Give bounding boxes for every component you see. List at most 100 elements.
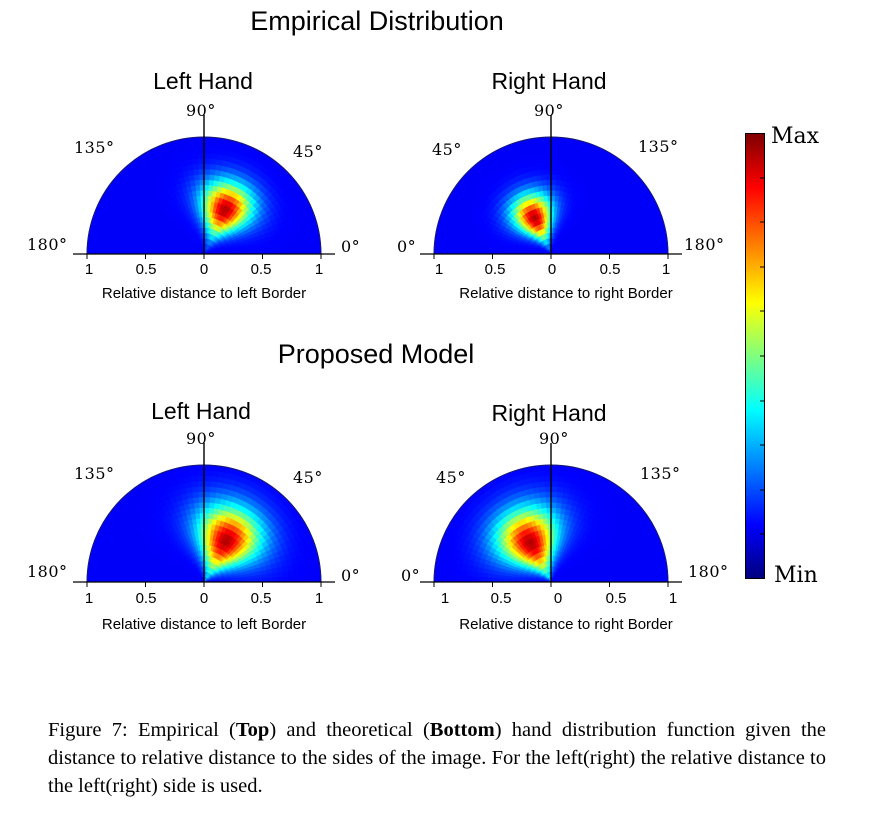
- tick-label: 0.5: [250, 261, 272, 278]
- heatmap-cell: [198, 496, 205, 503]
- caption-text: ) hand distribution function given the d…: [48, 719, 827, 797]
- polar-plot: [73, 115, 335, 259]
- angle-label-180: 180°: [688, 562, 729, 581]
- heatmap-cell: [444, 246, 451, 255]
- heatmap-cell: [299, 247, 306, 255]
- heatmap-cell: [481, 577, 488, 583]
- heatmap-cell: [189, 470, 198, 477]
- heatmap-cell: [92, 567, 99, 576]
- heatmap-cell: [629, 570, 637, 578]
- heatmap-cell: [609, 249, 616, 255]
- heatmap-cell: [262, 249, 269, 255]
- heatmap-cell: [550, 168, 557, 175]
- caption-label: Figure 7:: [48, 719, 128, 741]
- heatmap-cell: [536, 475, 545, 483]
- heatmap-cell: [102, 240, 110, 249]
- heatmap-cell: [107, 247, 115, 255]
- heatmap-cell: [640, 569, 647, 577]
- heatmap-cell: [550, 501, 557, 509]
- heatmap-cell: [298, 568, 306, 577]
- heatmap-cell: [433, 246, 440, 255]
- heatmap-cell: [203, 475, 212, 482]
- heatmap-cell: [556, 163, 564, 170]
- heatmap-cell: [203, 501, 210, 509]
- angle-label-135: 135°: [74, 464, 115, 483]
- caption-text: Empirical (: [127, 719, 236, 741]
- heatmap-cell: [455, 569, 462, 577]
- heatmap-cell: [550, 173, 557, 181]
- heatmap-cell: [203, 491, 211, 498]
- heatmap-cell: [97, 239, 105, 248]
- heatmap-cell: [554, 517, 560, 525]
- heatmap-cell: [550, 179, 557, 186]
- heatmap-cell: [555, 502, 562, 509]
- heatmap-cell: [203, 163, 211, 170]
- heatmap-cell: [207, 512, 214, 520]
- panel-title-model-right: Right Hand: [491, 400, 607, 426]
- x-axis-label: Relative distance to right Border: [459, 616, 673, 633]
- polar-panel-model-right: [417, 428, 687, 633]
- heatmap-cell: [460, 569, 467, 577]
- heatmap-cell: [550, 136, 559, 143]
- heatmap-cell: [650, 567, 658, 576]
- heatmap-cell: [455, 241, 462, 249]
- heatmap-cell: [102, 575, 109, 583]
- heatmap-cell: [645, 240, 653, 249]
- heatmap-cell: [203, 147, 212, 154]
- angle-label-135: 135°: [638, 137, 679, 156]
- heatmap-cell: [481, 244, 489, 251]
- heatmap-cell: [196, 470, 205, 477]
- heatmap-cell: [293, 575, 301, 583]
- heatmap-cell: [210, 475, 219, 483]
- heatmap-cell: [208, 179, 215, 186]
- heatmap-cell: [476, 576, 483, 583]
- heatmap-cell: [555, 174, 562, 181]
- heatmap-cell: [439, 574, 446, 583]
- heatmap-cell: [309, 239, 316, 248]
- heatmap-cell: [555, 496, 563, 504]
- section-title-model: Proposed Model: [277, 339, 475, 369]
- caption-bold-bottom: Bottom: [429, 719, 495, 741]
- heatmap-cell: [102, 568, 110, 577]
- heatmap-cell: [277, 576, 285, 583]
- heatmap-cell: [97, 574, 104, 583]
- heatmap-cell: [197, 157, 205, 165]
- heatmap-cell: [550, 475, 559, 482]
- heatmap-cell: [550, 485, 558, 493]
- heatmap-cell: [203, 179, 210, 186]
- heatmap-cell: [277, 248, 285, 255]
- heatmap-cell: [145, 574, 152, 579]
- heatmap-cell: [134, 572, 142, 579]
- heatmap-cell: [476, 571, 483, 578]
- heatmap-cell: [439, 239, 446, 248]
- caption-text: ) and theoretical (: [269, 719, 430, 741]
- heatmap-cell: [554, 512, 561, 520]
- heatmap-cell: [267, 249, 274, 255]
- heatmap-cell: [630, 576, 637, 583]
- heatmap-cell: [539, 496, 547, 504]
- heatmap-cell: [635, 569, 642, 577]
- heatmap-cell: [545, 173, 552, 181]
- heatmap-cell: [118, 242, 126, 250]
- tick-label: 0: [199, 590, 209, 607]
- heatmap-cell: [197, 163, 205, 170]
- colorbar-min-label: Min: [774, 563, 818, 588]
- heatmap-cell: [444, 239, 452, 248]
- angle-label-0: 0°: [341, 237, 361, 256]
- heatmap-cell: [282, 570, 290, 578]
- heatmap-cell: [635, 241, 642, 249]
- heatmap-cell: [544, 152, 552, 159]
- heatmap-cell: [471, 243, 478, 250]
- heatmap-cell: [544, 485, 552, 493]
- heatmap-cell: [544, 157, 552, 165]
- angle-label-90: 90°: [186, 429, 216, 448]
- heatmap-cell: [298, 240, 306, 249]
- heatmap-cell: [537, 152, 546, 160]
- polar-panel-empirical-left: [70, 100, 340, 305]
- angle-label-0: 0°: [397, 237, 417, 256]
- heatmap-cell: [203, 157, 211, 165]
- heatmap-cell: [460, 575, 467, 583]
- heatmap-cell: [203, 168, 210, 175]
- heatmap-cell: [209, 158, 217, 165]
- heatmap-cell: [118, 570, 126, 578]
